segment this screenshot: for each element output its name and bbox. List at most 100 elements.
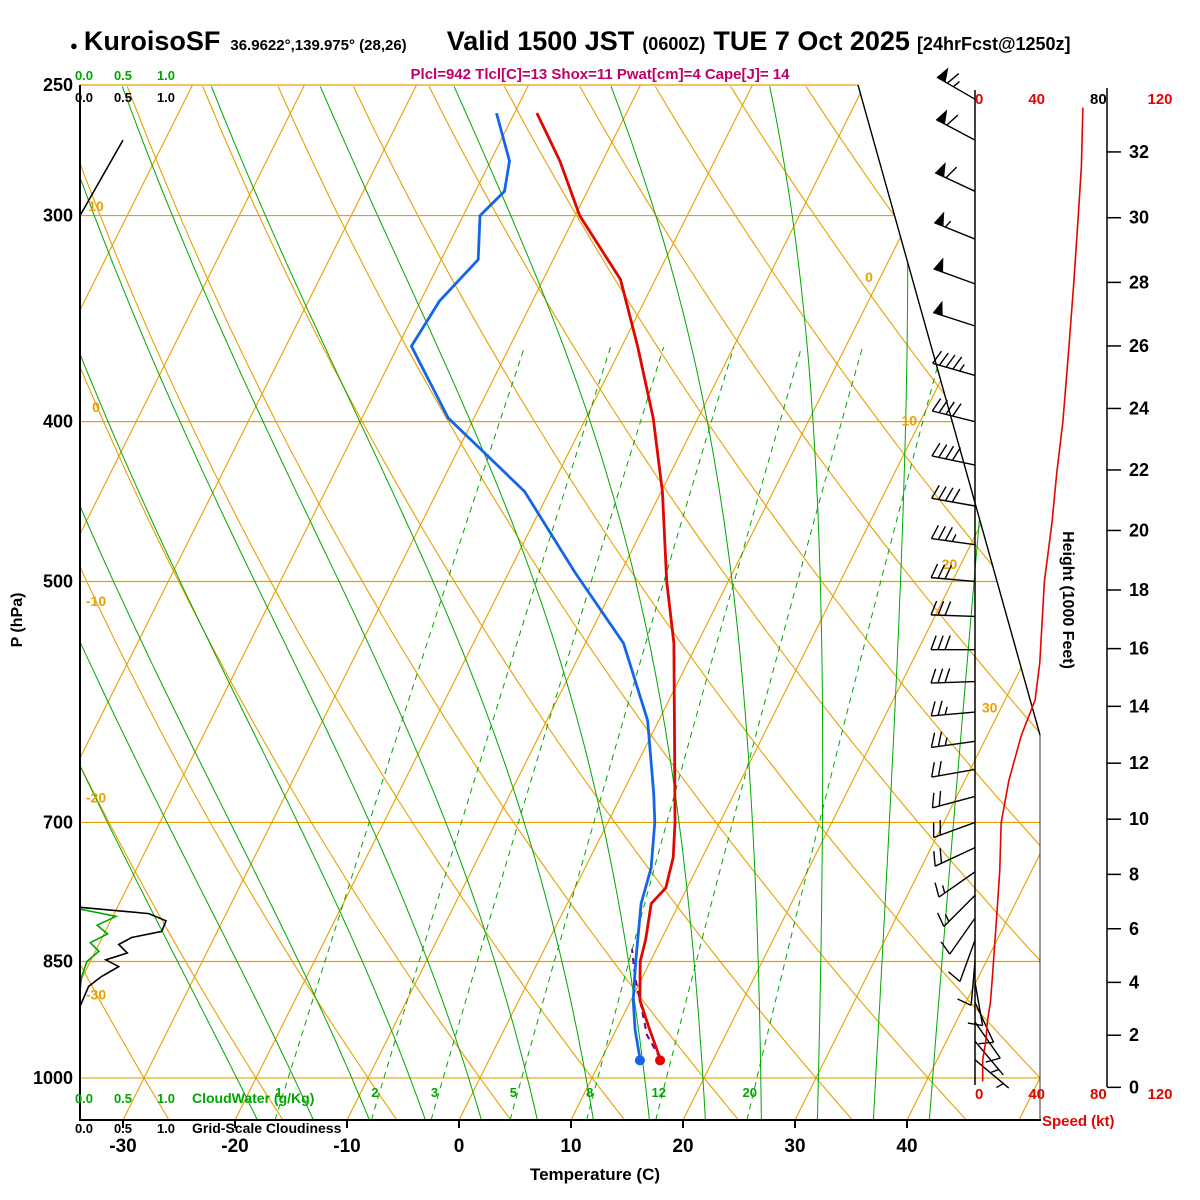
station-coords: 36.9622°,139.975° (28,26) xyxy=(230,37,407,54)
moist-adiabat-line xyxy=(80,86,482,1121)
stability-indices: Plcl=942 Tlcl[C]=13 Shox=11 Pwat[cm]=4 C… xyxy=(410,66,790,83)
barb-half xyxy=(996,1082,1004,1089)
barb-full xyxy=(937,731,943,747)
cloudwater-scale-bottom: 0.0 xyxy=(75,1091,93,1106)
speed-tick-label-top: 120 xyxy=(1147,91,1172,108)
height-tick-label: 22 xyxy=(1129,460,1149,480)
barb-full xyxy=(967,1022,983,1027)
cloudiness-scale-bottom: 0.0 xyxy=(75,1121,93,1136)
barb-full xyxy=(945,445,955,460)
barb-full xyxy=(937,668,944,684)
height-tick-label: 8 xyxy=(1129,864,1139,884)
barb-full xyxy=(930,525,940,539)
dry-adiabat-line xyxy=(353,86,1040,1121)
barb-full xyxy=(930,762,935,778)
barb-full xyxy=(945,166,958,179)
moist-adiabat-line xyxy=(319,86,650,1121)
wind-barb xyxy=(931,711,976,717)
barb-half xyxy=(944,220,952,228)
pressure-tick-label: 1000 xyxy=(33,1068,73,1088)
speed-tick-label-bottom: 0 xyxy=(975,1086,983,1103)
mixing-ratio-line xyxy=(274,347,525,1121)
barb-full xyxy=(934,882,940,898)
valid-time: Valid 1500 JST xyxy=(446,26,635,56)
barb-pennant xyxy=(934,211,945,227)
wind-barb xyxy=(935,118,976,141)
dry-adiabat-line xyxy=(80,86,398,1121)
barb-full xyxy=(952,403,962,417)
barb-half xyxy=(959,364,965,372)
height-tick-label: 16 xyxy=(1129,639,1149,659)
barb-pennant xyxy=(936,67,949,83)
barb-full xyxy=(931,792,935,808)
dry-adiabat-line xyxy=(80,86,170,1121)
barb-full xyxy=(930,668,937,684)
mixing-ratio-label: 3 xyxy=(431,1085,438,1100)
cloudiness-scale-bottom: 1.0 xyxy=(157,1121,175,1136)
chart-header: ● KuroisoSF 36.9622°,139.975° (28,26) Va… xyxy=(70,26,1071,57)
pressure-tick-label: 400 xyxy=(43,412,73,432)
height-tick-label: 32 xyxy=(1129,142,1149,162)
mixing-ratio-label: 1 xyxy=(275,1085,282,1100)
barb-pennant xyxy=(933,257,944,273)
cloudiness-scale-bottom: 0.5 xyxy=(114,1121,132,1136)
barb-full xyxy=(938,444,948,458)
height-tick-label: 6 xyxy=(1129,919,1139,939)
wind-speed-line xyxy=(981,107,1084,1082)
wind-barb xyxy=(949,917,976,955)
barb-full xyxy=(945,401,955,415)
dry-adiabat-line xyxy=(80,86,626,1121)
barb-full xyxy=(940,941,951,955)
dry-adiabat-line xyxy=(880,86,1040,1121)
isotherm-line xyxy=(80,84,529,1121)
barb-full xyxy=(930,635,937,650)
wind-barb xyxy=(931,614,976,618)
barb-full xyxy=(944,487,954,502)
barb-full xyxy=(932,350,943,364)
height-tick-label: 12 xyxy=(1129,753,1149,773)
wind-barb xyxy=(933,221,976,240)
height-tick-label: 20 xyxy=(1129,520,1149,540)
isotherm-label: 10 xyxy=(901,413,917,429)
temperature-axis-title: Temperature (C) xyxy=(530,1165,660,1184)
barb-pennant xyxy=(933,300,943,316)
mixing-ratio-label: 8 xyxy=(586,1085,593,1100)
wind-barb xyxy=(974,1059,1010,1089)
cloudiness-scale-top: 1.0 xyxy=(157,90,175,105)
mixing-ratio-label: 2 xyxy=(371,1085,378,1100)
speed-tick-label-top: 0 xyxy=(975,91,983,108)
speed-tick-label-top: 80 xyxy=(1090,91,1107,108)
dry-adiabat-line xyxy=(654,86,1040,1121)
height-tick-label: 30 xyxy=(1129,208,1149,228)
mixing-ratio-line xyxy=(370,347,611,1121)
station-bullet-icon: ● xyxy=(70,38,78,53)
temperature-tick-label: 30 xyxy=(784,1136,805,1157)
barb-full xyxy=(937,526,947,540)
height-tick-label: 18 xyxy=(1129,580,1149,600)
dewpoint-curve xyxy=(409,112,657,1059)
wind-barb xyxy=(932,311,976,327)
height-tick-label: 24 xyxy=(1129,398,1149,418)
wind-barb xyxy=(934,172,976,192)
mixing-ratio-label: 5 xyxy=(510,1085,517,1100)
barb-full xyxy=(957,998,972,1006)
moist-adiabat-line xyxy=(210,86,594,1121)
isotherm-label: 30 xyxy=(982,700,998,716)
temperature-tick-label: 40 xyxy=(896,1136,917,1157)
pressure-tick-label: 500 xyxy=(43,571,73,591)
barb-full xyxy=(930,732,936,748)
temperature-tick-label: -20 xyxy=(221,1136,248,1157)
dry-adiabat-line xyxy=(579,86,1040,1121)
cloudwater-scale-top: 0.5 xyxy=(114,68,132,83)
height-tick-label: 2 xyxy=(1129,1025,1139,1045)
height-tick-label: 10 xyxy=(1129,809,1149,829)
pressure-tick-label: 700 xyxy=(43,812,73,832)
cloudwater-scale-top: 0.0 xyxy=(75,68,93,83)
isotherm-line xyxy=(80,84,193,1121)
height-tick-label: 14 xyxy=(1129,696,1149,716)
dry-adiabat-label: 0 xyxy=(92,399,100,415)
isotherm-line xyxy=(122,84,641,1121)
height-tick-label: 4 xyxy=(1129,972,1139,992)
isotherm-line xyxy=(682,84,1040,1121)
